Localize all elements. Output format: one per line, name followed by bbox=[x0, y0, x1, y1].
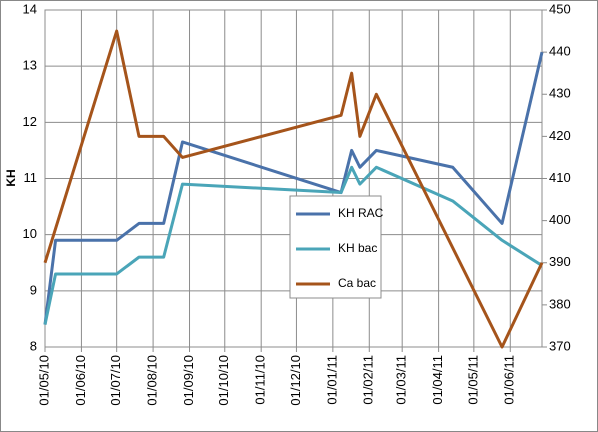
x-tick-label: 01/10/10 bbox=[216, 355, 231, 406]
x-tick-label: 01/09/10 bbox=[181, 355, 196, 406]
x-tick-label: 01/12/10 bbox=[288, 355, 303, 406]
line bbox=[43, 29, 544, 349]
y2-tick-label: 400 bbox=[549, 212, 571, 227]
x-tick-label: 01/07/10 bbox=[108, 355, 123, 406]
line bbox=[43, 165, 543, 325]
y2-tick-label: 390 bbox=[549, 254, 571, 269]
y-tick-label: 9 bbox=[30, 282, 37, 297]
y-tick-label: 11 bbox=[24, 170, 38, 185]
x-tick-label: 01/01/11 bbox=[324, 355, 339, 405]
y-tick-label: 10 bbox=[23, 226, 37, 241]
y2-tick-label: 420 bbox=[549, 128, 571, 143]
x-tick-label: 01/06/10 bbox=[73, 355, 88, 406]
legend-label: Ca bac bbox=[338, 276, 376, 290]
x-tick-label: 01/02/11 bbox=[361, 355, 376, 405]
y-tick-label: 13 bbox=[23, 58, 37, 73]
y2-tick-label: 440 bbox=[549, 44, 571, 59]
y-tick-label: 14 bbox=[23, 1, 37, 16]
legend-label: KH bac bbox=[338, 241, 377, 255]
y2-tick-label: 410 bbox=[549, 170, 571, 185]
x-tick-label: 01/05/10 bbox=[36, 355, 51, 406]
y2-tick-label: 380 bbox=[549, 296, 571, 311]
x-tick-label: 01/11/10 bbox=[253, 355, 268, 405]
y2-tick-label: 450 bbox=[549, 1, 571, 16]
legend-label: KH RAC bbox=[338, 206, 384, 220]
y2-tick-label: 370 bbox=[549, 338, 571, 353]
x-tick-label: 01/05/11 bbox=[465, 355, 480, 405]
y2-tick-label: 430 bbox=[549, 86, 571, 101]
x-tick-label: 01/08/10 bbox=[145, 355, 160, 406]
plot-border bbox=[44, 9, 543, 348]
x-tick-label: 01/03/11 bbox=[394, 355, 409, 405]
y-axis-title: KH bbox=[4, 169, 18, 186]
x-tick-label: 01/04/11 bbox=[430, 355, 445, 405]
y-tick-label: 8 bbox=[30, 338, 37, 353]
x-tick-label: 01/06/11 bbox=[502, 355, 517, 405]
y-tick-label: 12 bbox=[23, 114, 37, 129]
